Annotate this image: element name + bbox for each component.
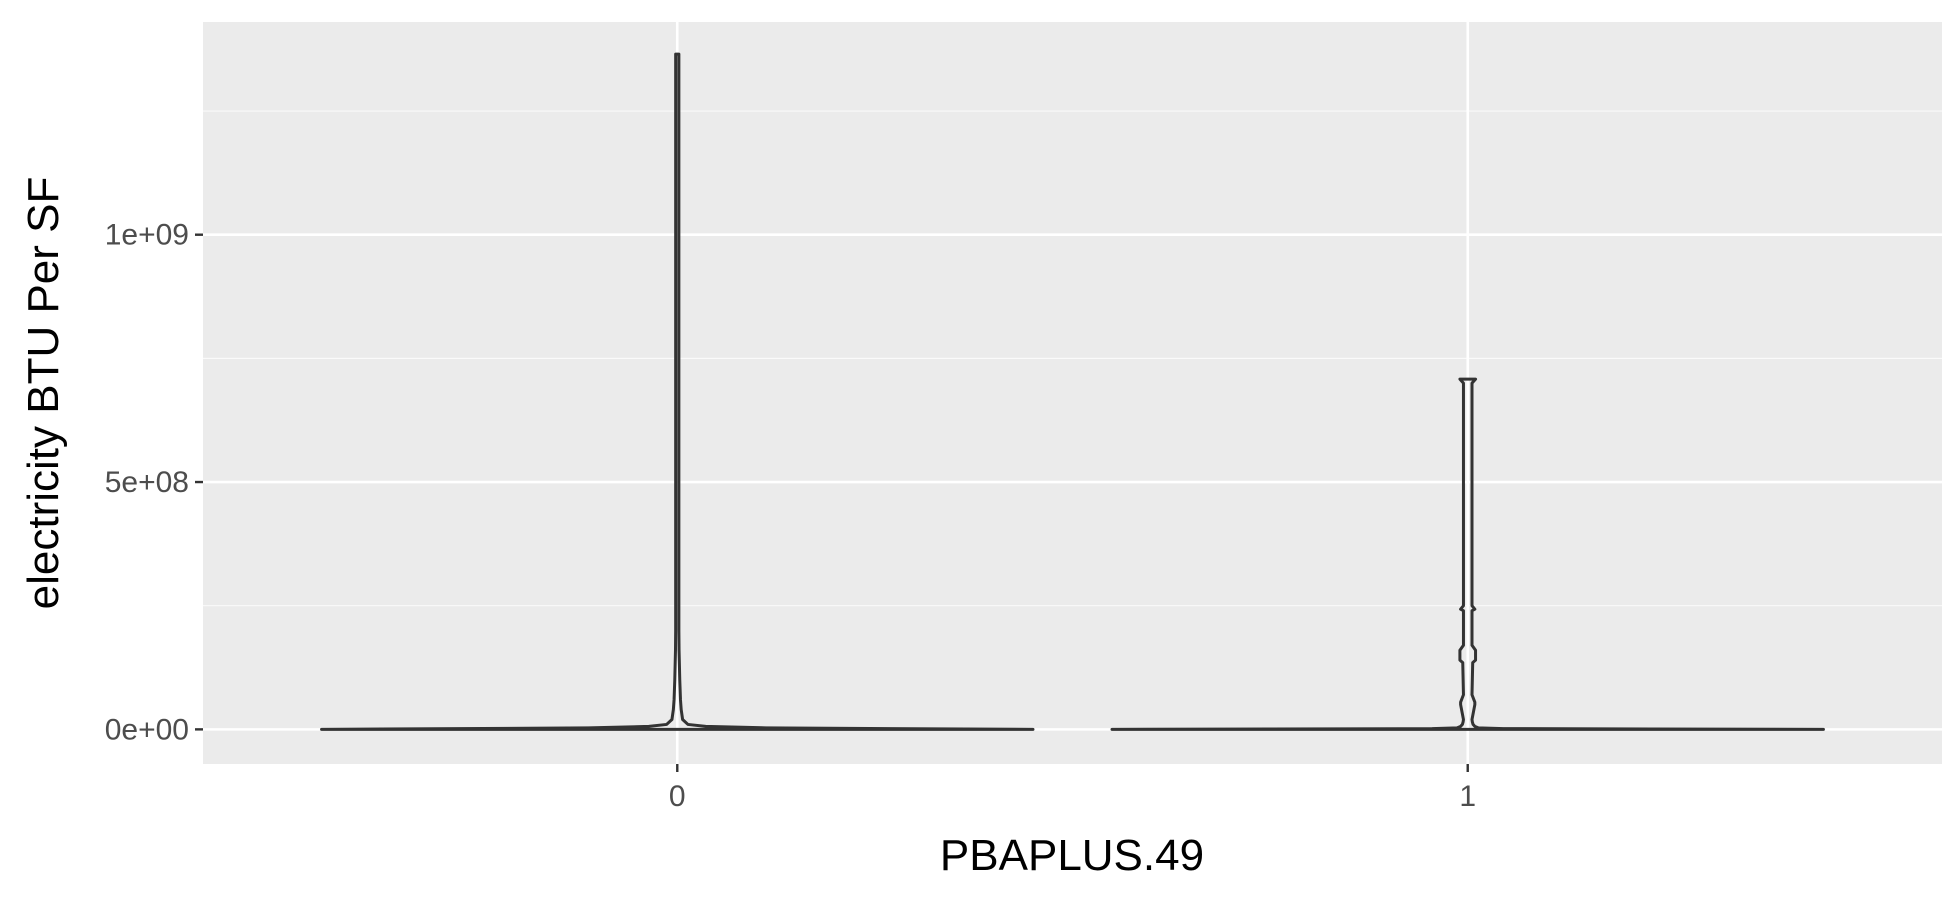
- violin-0: [320, 52, 1035, 731]
- x-tick-label: 1: [1459, 780, 1476, 813]
- x-tick-label: 0: [669, 780, 686, 813]
- violins: [320, 52, 1825, 731]
- x-axis-title: PBAPLUS.49: [940, 831, 1204, 880]
- y-tick-label: 1e+09: [105, 219, 189, 252]
- y-tick-label: 0e+00: [105, 713, 189, 746]
- violin-1: [1110, 377, 1825, 731]
- plot-panel: [203, 22, 1942, 764]
- y-tick-label: 5e+08: [105, 466, 189, 499]
- y-axis-title: electricity BTU Per SF: [19, 177, 68, 610]
- y-axis: 0e+00 5e+08 1e+09: [105, 219, 203, 746]
